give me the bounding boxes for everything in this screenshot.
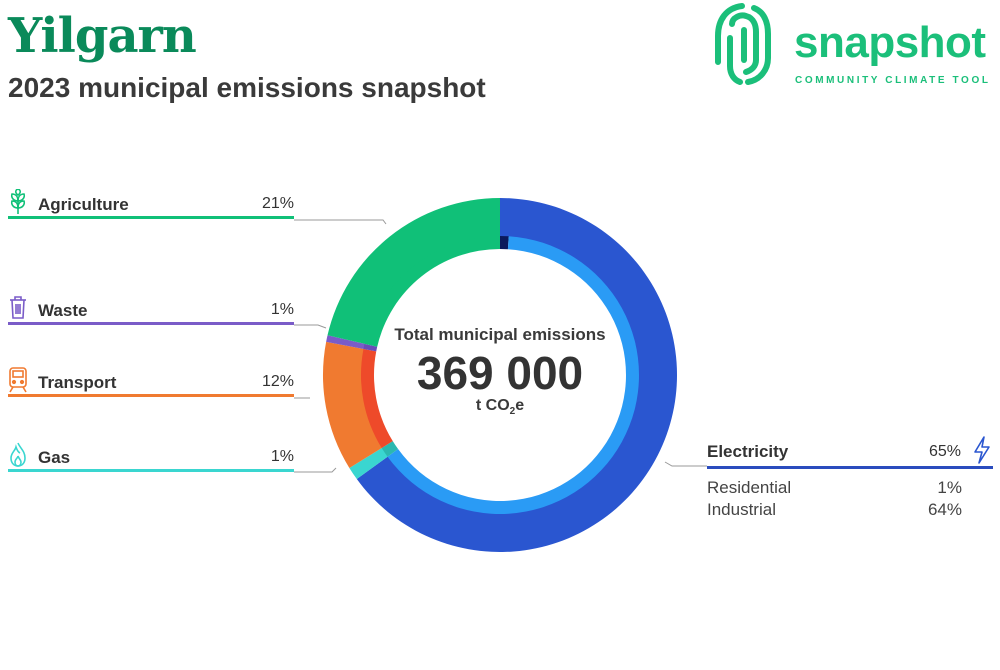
- donut-inner-slice-waste-0: [363, 343, 378, 352]
- donut-inner-slice-electricity-residential: [500, 236, 509, 250]
- legend-waste[interactable]: Waste 1%: [8, 296, 294, 325]
- sublegend-value-residential: 1%: [937, 478, 962, 497]
- legend-value-gas: 1%: [270, 448, 294, 465]
- donut-inner-slice-agriculture-0: [364, 236, 500, 347]
- leader-line-electricity: [664, 461, 707, 467]
- total-label: Total municipal emissions: [394, 325, 606, 344]
- logo-wordmark: snapshot: [794, 18, 986, 67]
- legend-agriculture[interactable]: Agriculture 21%: [8, 189, 294, 219]
- fingerprint-logo-icon: [715, 3, 771, 85]
- legend-value-agriculture: 21%: [261, 195, 294, 212]
- total-unit: t CO2e: [380, 397, 620, 417]
- trash-bin-icon: [10, 296, 26, 319]
- leader-line-waste: [294, 324, 327, 329]
- donut-slice-waste: [326, 335, 366, 350]
- donut-slice-transport: [323, 341, 383, 468]
- lightning-icon: [974, 436, 990, 464]
- legend-value-electricity: 65%: [929, 443, 962, 460]
- logo-tagline: COMMUNITY CLIMATE TOOL: [795, 75, 991, 86]
- total-value: 369 000: [416, 347, 584, 399]
- legend-value-waste: 1%: [270, 301, 294, 318]
- leader-line-gas: [294, 467, 337, 473]
- train-icon: [9, 367, 27, 393]
- legend-line-waste: [8, 322, 294, 325]
- legend-line-transport: [8, 394, 294, 397]
- donut-inner-slice-transport-0: [360, 348, 393, 448]
- sublegend-label-industrial: Industrial: [707, 500, 776, 519]
- legend-label-electricity: Electricity: [707, 442, 789, 461]
- legend-line-agriculture: [8, 216, 294, 219]
- legend-gas[interactable]: Gas 1%: [8, 442, 294, 472]
- sublegend-value-industrial: 64%: [927, 500, 962, 519]
- snapshot-logo[interactable]: snapshot COMMUNITY CLIMATE TOOL: [712, 0, 1000, 90]
- flame-icon: [10, 442, 26, 467]
- wheat-icon: [10, 189, 26, 214]
- donut-center: Total municipal emissions 369 000 t CO2e: [380, 325, 620, 417]
- page-subtitle: 2023 municipal emissions snapshot: [8, 72, 486, 103]
- legend-label-agriculture: Agriculture: [38, 195, 129, 214]
- legend-label-gas: Gas: [38, 448, 71, 467]
- legend-label-waste: Waste: [38, 301, 88, 320]
- unit-prefix: t CO: [475, 397, 510, 415]
- sublegend-label-residential: Residential: [707, 478, 792, 497]
- page-title: Yilgarn: [8, 8, 197, 64]
- unit-subscript: 2: [509, 406, 516, 418]
- legend-transport[interactable]: Transport 12%: [8, 367, 294, 397]
- legend-label-transport: Transport: [38, 373, 117, 392]
- donut-slice-agriculture: [327, 198, 500, 345]
- legend-value-transport: 12%: [261, 373, 294, 390]
- donut-inner-slice-gas-0: [381, 441, 399, 457]
- unit-suffix: e: [515, 397, 525, 415]
- leader-line-agriculture: [294, 219, 387, 225]
- donut-slice-gas: [349, 447, 389, 480]
- legend-line-gas: [8, 469, 294, 472]
- legend-line-electricity: [707, 466, 993, 469]
